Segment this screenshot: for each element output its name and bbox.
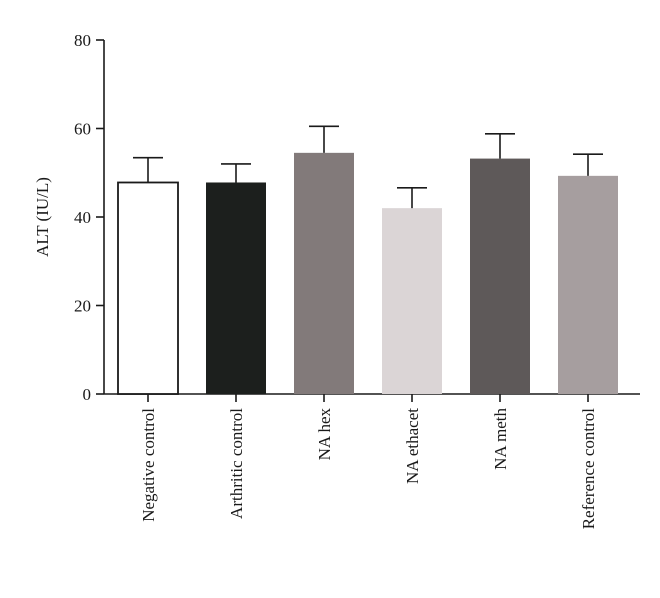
y-axis-label: ALT (IU/L) — [33, 177, 52, 257]
bar — [558, 175, 618, 394]
category-label: Reference control — [579, 408, 598, 530]
bar — [206, 182, 266, 394]
bar — [470, 158, 530, 394]
y-tick-label: 60 — [74, 120, 91, 139]
y-tick-label: 40 — [74, 208, 91, 227]
category-label: Arthritic control — [227, 408, 246, 519]
bar — [294, 152, 354, 394]
y-tick-label: 20 — [74, 297, 91, 316]
category-label: Negative control — [139, 408, 158, 522]
category-label: NA meth — [491, 408, 510, 470]
category-label: NA ethacet — [403, 408, 422, 484]
y-tick-label: 80 — [74, 31, 91, 50]
y-tick-label: 0 — [83, 385, 92, 404]
plot-area: 0 20 40 60 80 Negative control Arthritic contr… — [74, 31, 640, 529]
bar — [117, 181, 179, 395]
bar — [382, 208, 442, 394]
category-label: NA hex — [315, 408, 334, 461]
